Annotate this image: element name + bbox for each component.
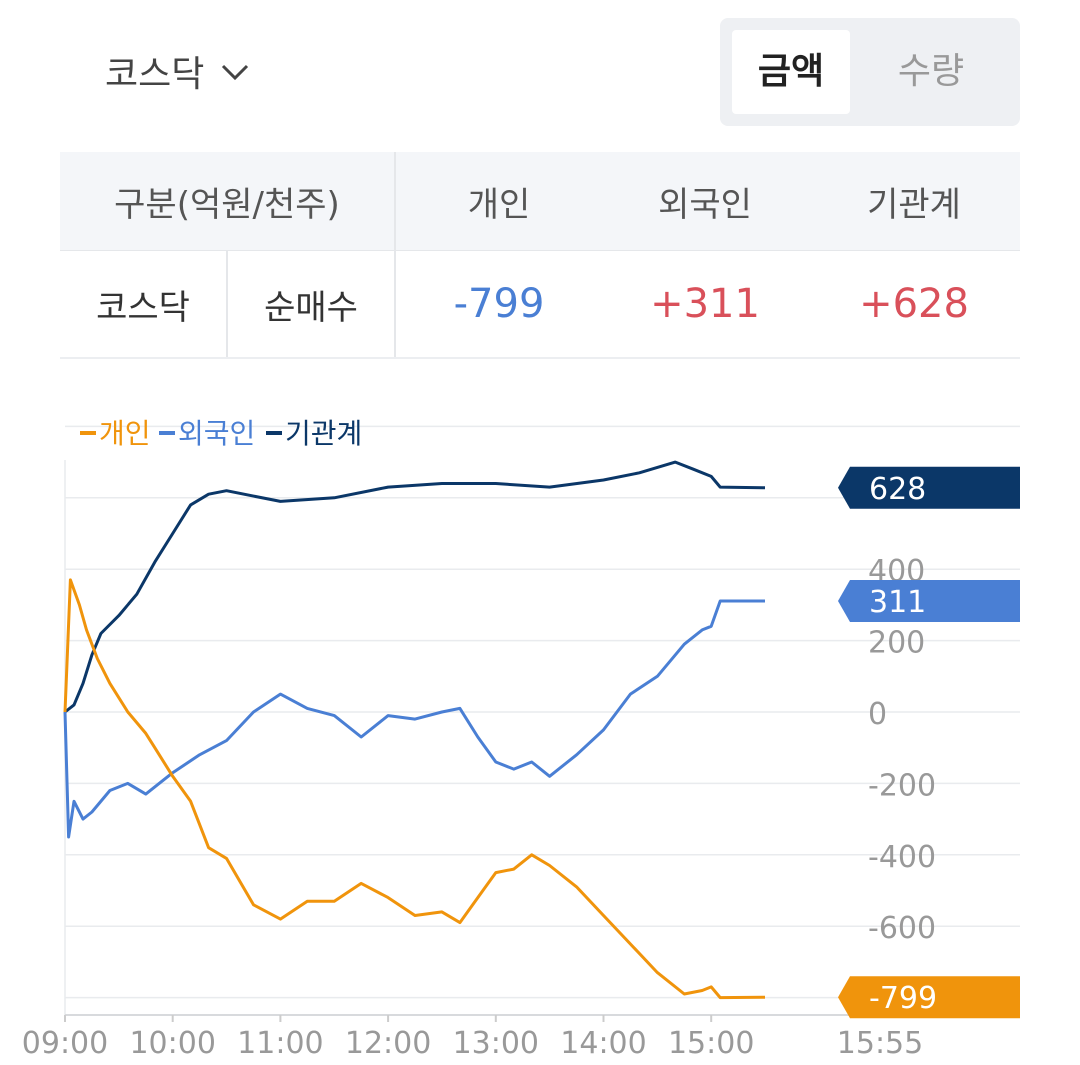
market-selector[interactable]: 코스닥 (105, 45, 250, 97)
y-tick-label: 0 (868, 697, 887, 732)
end-label-flag (838, 579, 1020, 622)
y-tick-label: 200 (868, 626, 925, 661)
divider (226, 251, 228, 357)
series-line-individual (63, 578, 766, 1000)
summary-table: 구분(억원/천주) 개인 외국인 기관계 코스닥 순매수 -799 +311 +… (60, 152, 1020, 359)
end-label-value: 628 (869, 472, 926, 507)
legend-label: 외국인 (178, 417, 255, 450)
x-tick-label: 11:00 (237, 1026, 323, 1061)
legend-label: 개인 (99, 417, 151, 450)
legend-label: 기관계 (285, 417, 362, 450)
table-header: 구분(억원/천주) 개인 외국인 기관계 (60, 152, 1020, 251)
header-category: 구분(억원/천주) (114, 184, 340, 225)
x-tick-label: 09:00 (22, 1026, 108, 1061)
header-individual: 개인 (467, 184, 531, 225)
x-tick-label: 14:00 (560, 1026, 646, 1061)
legend-item: 외국인 (159, 417, 255, 450)
x-tick-label: 15:55 (837, 1026, 923, 1061)
toggle-volume-button[interactable]: 수량 (897, 51, 965, 92)
row-type: 순매수 (264, 287, 358, 328)
y-tick-label: -400 (868, 840, 936, 875)
divider (394, 251, 396, 357)
value-foreign: +311 (650, 281, 760, 327)
toggle-amount-button[interactable]: 금액 (732, 30, 850, 114)
x-tick-label: 13:00 (453, 1026, 539, 1061)
series-line-foreign (63, 599, 765, 839)
market-selector-label: 코스닥 (105, 54, 205, 95)
x-tick-label: 12:00 (345, 1026, 431, 1061)
legend-item: 개인 (80, 417, 151, 450)
value-individual: -799 (453, 281, 545, 327)
divider (394, 152, 396, 250)
x-tick-label: 10:00 (129, 1026, 215, 1061)
value-institution: +628 (859, 281, 969, 327)
end-label-value: 311 (869, 585, 926, 620)
y-tick-label: -600 (868, 911, 936, 946)
chevron-down-icon (222, 64, 249, 81)
header-foreign: 외국인 (658, 184, 752, 225)
row-market: 코스닥 (96, 287, 190, 328)
x-tick-label: 15:00 (668, 1026, 754, 1061)
legend-item: 기관계 (266, 417, 362, 450)
series-line-institution (64, 460, 766, 714)
y-tick-label: -200 (868, 768, 936, 803)
table-row: 코스닥 순매수 -799 +311 +628 (60, 251, 1020, 359)
end-label-flag (838, 976, 1020, 1019)
end-label-value: -799 (869, 981, 937, 1016)
unit-toggle: 금액 수량 (720, 18, 1020, 126)
end-label-flag (838, 466, 1020, 509)
header-institution: 기관계 (867, 184, 961, 225)
